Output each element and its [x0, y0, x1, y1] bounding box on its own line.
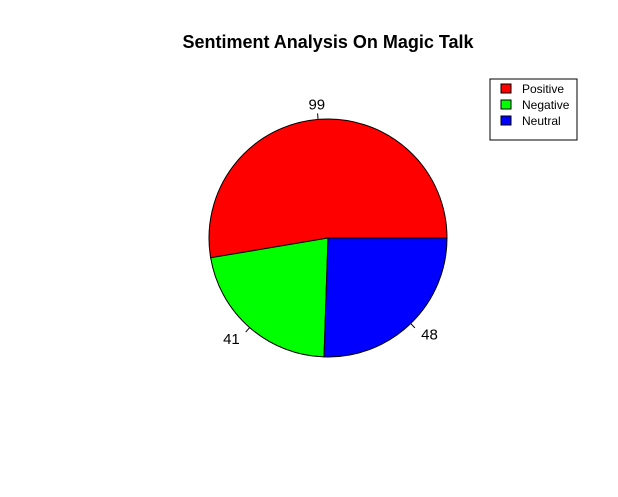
slice-label-positive: 99: [308, 96, 325, 113]
slice-label-negative: 41: [223, 331, 240, 348]
chart-title: Sentiment Analysis On Magic Talk: [182, 32, 474, 52]
legend-label-neutral: Neutral: [522, 114, 561, 128]
legend-swatch-neutral: [500, 115, 512, 126]
pie-slice-negative: [210, 237, 329, 358]
slice-label-neutral: 48: [421, 326, 438, 343]
legend-swatch-negative: [500, 99, 512, 110]
slice-tick-positive: [317, 113, 319, 120]
legend-swatch-positive: [500, 83, 512, 94]
slice-tick-neutral: [410, 323, 416, 329]
slice-tick-negative: [245, 327, 251, 333]
legend-label-negative: Negative: [522, 98, 570, 112]
pie-slices: [208, 118, 448, 358]
legend-label-positive: Positive: [522, 82, 564, 96]
pie-slice-neutral: [323, 237, 448, 358]
legend: Positive Negative Neutral: [489, 78, 578, 141]
pie-slice-labels: 99 41 48: [223, 96, 438, 347]
